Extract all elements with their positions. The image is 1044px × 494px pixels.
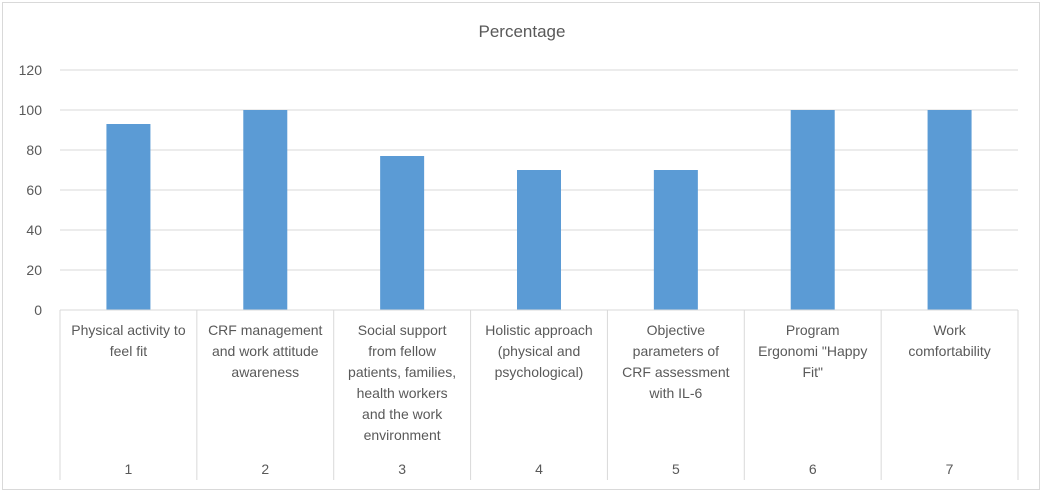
bar-1 — [106, 124, 151, 310]
category-description: Program Ergonomi "Happy Fit" — [758, 322, 868, 380]
y-tick-label: 40 — [26, 222, 42, 238]
category-description: Holistic approach (physical and psycholo… — [485, 322, 593, 380]
category-description: Work comfortability — [908, 322, 991, 359]
bar-2 — [243, 110, 288, 310]
category-number: 2 — [261, 461, 269, 477]
y-tick-label: 20 — [26, 262, 42, 278]
category-description: Physical activity to feel fit — [71, 322, 186, 359]
bar-5 — [653, 170, 698, 310]
chart-title: Percentage — [479, 22, 566, 41]
category-description: Social support from fellow patients, fam… — [348, 322, 457, 443]
bar-7 — [927, 110, 972, 310]
category-number: 1 — [125, 461, 133, 477]
category-numbers: 1 2 3 4 5 6 7 — [125, 461, 954, 477]
category-number: 7 — [946, 461, 954, 477]
bar-4 — [517, 170, 561, 310]
category-table — [59, 309, 1019, 480]
category-number: 4 — [535, 461, 543, 477]
category-description: Objective parameters of CRF assessment w… — [622, 322, 730, 401]
category-number: 3 — [398, 461, 406, 477]
y-tick-label: 0 — [34, 302, 42, 318]
bar-6 — [790, 110, 835, 310]
y-tick-label: 60 — [26, 182, 42, 198]
y-tick-label: 80 — [26, 142, 42, 158]
y-axis-ticks: 0 20 40 60 80 100 120 — [19, 62, 43, 318]
category-number: 5 — [672, 461, 680, 477]
y-tick-label: 120 — [19, 62, 43, 78]
bar-3 — [380, 156, 425, 310]
y-tick-label: 100 — [19, 102, 43, 118]
category-number: 6 — [809, 461, 817, 477]
gridlines — [60, 69, 1018, 271]
category-description: CRF management and work attitude awarene… — [208, 322, 323, 380]
bars — [106, 110, 972, 310]
